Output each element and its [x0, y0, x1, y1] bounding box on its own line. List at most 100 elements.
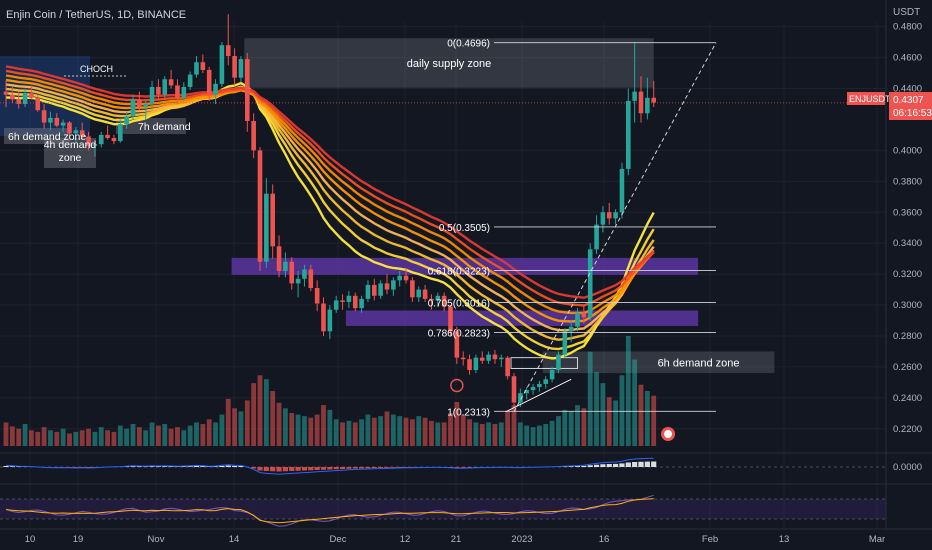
- candle-body-65: [416, 289, 422, 298]
- candle-body-86: [549, 370, 555, 380]
- candle-40: [257, 147, 263, 272]
- volume-bar-68: [435, 422, 441, 446]
- candle-body-92: [587, 249, 593, 318]
- zone-label-daily-supply: daily supply zone: [407, 58, 491, 70]
- osc-hist-23: [149, 466, 155, 467]
- candle-body-40: [257, 150, 263, 262]
- candle-4: [29, 85, 34, 100]
- candle-57: [365, 280, 371, 302]
- candle-body-16: [105, 134, 110, 139]
- osc-hist-29: [187, 466, 193, 467]
- candle-61: [391, 277, 396, 296]
- osc-hist-60: [384, 467, 390, 468]
- candle-body-71: [454, 331, 460, 358]
- volume-bar-86: [549, 420, 555, 446]
- candle-97: [619, 162, 625, 219]
- annotations-layer: daily supply zone 6h demand zone 6h demand…: [8, 58, 740, 441]
- label-6h-demand-left: 6h demand zone: [8, 131, 86, 143]
- candle-body-61: [391, 280, 396, 290]
- marker-circle: [450, 378, 464, 393]
- osc-hist-56: [359, 467, 365, 469]
- volume-bar-25: [162, 424, 168, 446]
- candle-22: [143, 100, 148, 120]
- volume-bar-89: [568, 411, 574, 446]
- volume-bar-88: [562, 409, 568, 446]
- candle-28: [181, 82, 187, 101]
- label-4h-demand-line1: 4h demand: [44, 139, 97, 151]
- osc-hist-71: [454, 467, 460, 468]
- candle-body-97: [619, 168, 625, 213]
- candle-body-20: [130, 99, 136, 117]
- volume-bar-97: [619, 375, 625, 446]
- candle-body-19: [124, 116, 129, 125]
- last-price-tag[interactable]: ENJUSDT 0.4307 06:16:53: [847, 92, 932, 120]
- candle-54: [346, 291, 352, 309]
- volume-bar-39: [251, 383, 257, 446]
- candle-73: [467, 354, 472, 375]
- osc-hist-100: [638, 461, 644, 467]
- osc-hist-89: [568, 466, 574, 467]
- price-axis[interactable]: 0.4800 0.4600 0.4400 0.4000 0.3800 0.3600 0.34…: [885, 0, 922, 530]
- candle-23: [149, 80, 155, 108]
- candle-body-66: [422, 289, 428, 299]
- volume-bar-75: [479, 424, 485, 446]
- time-tick-8: 16: [599, 534, 610, 545]
- candle-9: [60, 119, 66, 132]
- candle-body-69: [441, 295, 447, 307]
- volume-bar-101: [644, 391, 650, 446]
- osc-tick-0: 0.0000: [893, 462, 922, 473]
- time-axis[interactable]: 10 19 Nov 14 Dec 12 21 2023 16 Feb 13 Mar: [0, 528, 932, 545]
- volume-bar-98: [625, 336, 631, 446]
- volume-bar-70: [448, 413, 453, 446]
- candle-body-95: [606, 212, 612, 219]
- osc-hist-74: [473, 467, 479, 468]
- volume-bar-24: [156, 425, 161, 446]
- candle-14: [92, 141, 98, 157]
- osc-hist-98: [625, 462, 631, 467]
- osc-hist-13: [85, 467, 92, 468]
- candle-48: [308, 264, 314, 292]
- candle-35: [225, 14, 231, 66]
- volume-bar-28: [181, 430, 187, 446]
- candle-body-81: [518, 393, 523, 403]
- time-tick-2: Nov: [148, 534, 165, 545]
- osc-hist-55: [352, 467, 358, 469]
- volume-bar-47: [302, 416, 307, 446]
- candle-46: [295, 271, 301, 298]
- osc-hist-91: [581, 465, 587, 467]
- volume-bar-16: [105, 430, 110, 446]
- osc-hist-30: [193, 466, 200, 467]
- candle-body-67: [429, 298, 434, 301]
- time-tick-6: 21: [451, 534, 462, 545]
- candle-body-13: [86, 136, 91, 146]
- candle-34: [219, 42, 225, 87]
- osc-hist-28: [181, 466, 187, 467]
- volume-bar-66: [422, 417, 428, 446]
- volume-bar-55: [352, 422, 358, 446]
- candle-body-84: [537, 383, 542, 388]
- candle-body-70: [448, 306, 453, 332]
- candle-24: [156, 79, 161, 100]
- price-tick-1: 0.4600: [893, 53, 922, 64]
- price-tag-countdown: 06:16:53: [893, 108, 932, 119]
- osc-hist-24: [155, 466, 161, 467]
- volume-bar-40: [257, 375, 263, 446]
- candle-74: [473, 354, 479, 374]
- osc-hist-11: [73, 467, 79, 468]
- volume-bar-36: [232, 408, 237, 446]
- volume-bar-22: [143, 430, 149, 446]
- volume-bar-90: [575, 405, 580, 446]
- volume-bar-49: [314, 414, 320, 446]
- candle-body-8: [54, 117, 60, 126]
- volume-bar-19: [124, 428, 130, 446]
- osc-hist-53: [339, 467, 346, 469]
- candle-49: [314, 280, 320, 312]
- osc-hist-70: [447, 467, 454, 468]
- candlestick-series[interactable]: [3, 14, 656, 409]
- candle-87: [556, 351, 561, 374]
- volume-bar-17: [111, 431, 117, 446]
- volume-bar-81: [517, 422, 523, 446]
- candle-86: [549, 366, 555, 383]
